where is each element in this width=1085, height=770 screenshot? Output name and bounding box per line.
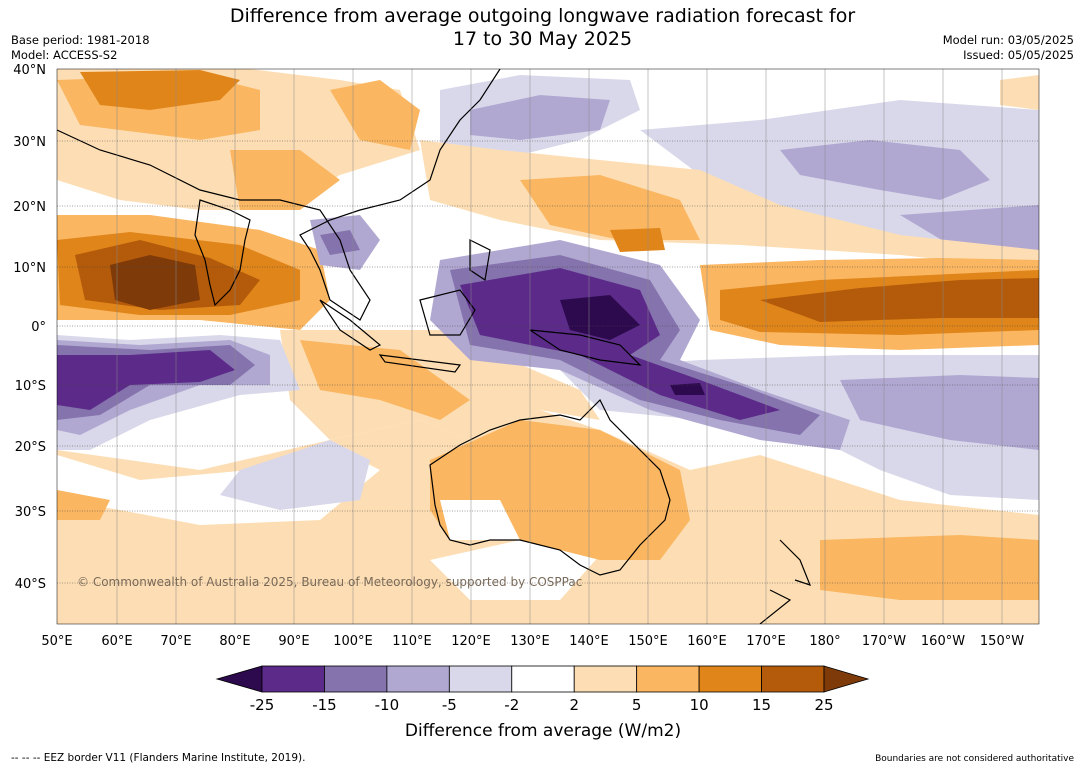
coastline-sumatra — [319, 299, 382, 351]
colorbar-swatch — [448, 665, 513, 693]
issued-date: Issued: 05/05/2025 — [963, 48, 1074, 62]
copyright-notice: © Commonwealth of Australia 2025, Bureau… — [77, 575, 582, 589]
colorbar-swatch — [324, 665, 388, 693]
colorbar-min-arrow — [215, 665, 263, 693]
model-run: Model run: 03/05/2025 — [942, 33, 1074, 47]
coastline-borneo — [419, 289, 476, 336]
lat-tick-label: 20°S — [15, 440, 46, 455]
lon-tick-label: 150°E — [628, 634, 668, 649]
coastline-asia — [57, 69, 501, 321]
meta-right: Model run: 03/05/2025 Issued: 05/05/2025 — [943, 33, 1074, 63]
lon-tick-label: 170°W — [862, 634, 906, 649]
colorbar-swatch — [386, 665, 450, 693]
coastline-philippines — [469, 239, 491, 282]
lon-tick-label: 70°E — [160, 634, 191, 649]
colorbar-tick-label: -15 — [312, 696, 337, 714]
colorbar-swatch — [761, 665, 825, 693]
lon-tick-label: 140°E — [569, 634, 609, 649]
colorbar-tick-label: 25 — [814, 696, 833, 714]
colorbar-tick-label: -25 — [250, 696, 275, 714]
colorbar-tick-label: -10 — [375, 696, 400, 714]
lon-tick-label: 180° — [809, 634, 840, 649]
meta-left: Base period: 1981-2018 Model: ACCESS-S2 — [11, 33, 150, 63]
eez-note: -- -- -- EEZ border V11 (Flanders Marine… — [11, 752, 306, 764]
map-title: Difference from average outgoing longwav… — [0, 5, 1085, 51]
boundary-disclaimer: Boundaries are not considered authoritat… — [875, 754, 1074, 764]
lat-tick-label: 40°S — [15, 577, 46, 592]
lat-tick-label: 30°N — [13, 135, 46, 150]
latitude-ticks: 40°N 30°N 20°N 10°N 0° 10°S 20°S 30°S 40°S — [13, 63, 46, 592]
colorbar-tick-label: 5 — [632, 696, 642, 714]
lat-tick-label: 10°N — [13, 261, 46, 276]
lon-tick-label: 50°E — [41, 634, 72, 649]
lat-tick-label: 40°N — [13, 63, 46, 78]
model-name: Model: ACCESS-S2 — [11, 48, 118, 62]
coastlines — [57, 69, 812, 624]
coastline-new-guinea — [529, 329, 642, 366]
colorbar-swatch — [698, 665, 762, 693]
base-period: Base period: 1981-2018 — [11, 33, 150, 47]
colorbar-tick-label: 15 — [752, 696, 771, 714]
colorbar-tick-label: 10 — [690, 696, 709, 714]
longitude-ticks: 50°E 60°E 70°E 80°E 90°E 100°E 110°E 120°E 130°E… — [41, 634, 1024, 649]
title-line-1: Difference from average outgoing longwav… — [229, 5, 856, 27]
lon-tick-label: 160°E — [687, 634, 727, 649]
anomaly-field — [57, 69, 1039, 624]
colorbar-title: Difference from average (W/m2) — [405, 721, 681, 741]
colorbar-swatch — [636, 665, 700, 693]
colorbar-tick-label: -5 — [442, 696, 457, 714]
lon-tick-label: 120°E — [451, 634, 491, 649]
lon-tick-label: 80°E — [219, 634, 250, 649]
lon-tick-label: 160°W — [921, 634, 965, 649]
colorbar-swatch — [511, 665, 575, 693]
coastline-india — [194, 199, 251, 307]
coastline-java — [378, 354, 462, 373]
lat-tick-label: 30°S — [15, 505, 46, 520]
lat-tick-label: 10°S — [15, 379, 46, 394]
colorbar-tick-label: -2 — [504, 696, 519, 714]
lat-tick-label: 20°N — [13, 200, 46, 215]
lon-tick-label: 60°E — [101, 634, 132, 649]
lon-tick-label: 90°E — [278, 634, 309, 649]
lon-tick-label: 130°E — [510, 634, 550, 649]
coastline-australia — [429, 398, 671, 576]
colorbar-max-arrow — [823, 665, 870, 693]
colorbar-swatch — [573, 665, 638, 693]
lat-tick-label: 0° — [31, 320, 46, 335]
lon-tick-label: 150°W — [980, 634, 1024, 649]
coastline-new-zealand — [759, 539, 812, 624]
colorbar-swatch — [261, 665, 325, 693]
lon-tick-label: 100°E — [333, 634, 373, 649]
lon-tick-label: 110°E — [392, 634, 432, 649]
title-line-2: 17 to 30 May 2025 — [452, 28, 633, 50]
map-frame — [56, 68, 1040, 625]
colorbar: -25 -15 -10 -5 -2 2 5 10 15 25 — [215, 665, 870, 714]
colorbar-tick-label: 2 — [569, 696, 579, 714]
gridlines — [57, 69, 1039, 624]
lon-tick-label: 170°E — [746, 634, 786, 649]
